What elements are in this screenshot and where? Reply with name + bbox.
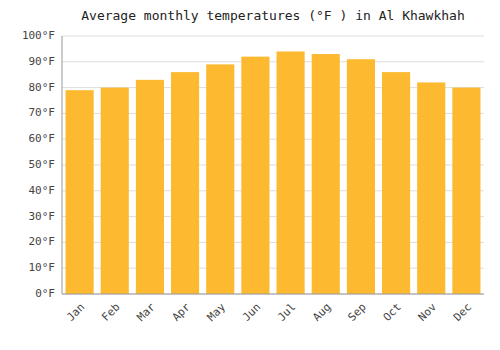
- x-tick-label: Aug: [310, 301, 333, 324]
- chart: 0°F 10°F 20°F 30°F 40°F 50°F 60°F 70°F 80°F 90°F 1…: [0, 0, 500, 350]
- y-tick-label: 80°F: [29, 81, 56, 94]
- bar: [277, 51, 305, 294]
- bar: [171, 72, 199, 294]
- x-tick-label: Jul: [275, 301, 298, 324]
- bar: [241, 57, 269, 294]
- y-tick-label: 90°F: [29, 55, 56, 68]
- grid-line: [62, 294, 484, 295]
- x-tick-label: Dec: [451, 301, 474, 324]
- x-tick-label: Apr: [170, 300, 194, 324]
- y-tick-label: 50°F: [29, 158, 56, 171]
- y-axis-labels: 0°F 10°F 20°F 30°F 40°F 50°F 60°F 70°F 80°F 90°F 1…: [22, 29, 55, 300]
- x-tick-label: Sep: [345, 301, 368, 324]
- y-tick-label: 0°F: [35, 287, 55, 300]
- x-tick-label: Nov: [416, 300, 440, 324]
- x-axis-labels: Jan Feb Mar Apr May Jun Jul Aug Sep Oct Nov Dec: [64, 300, 474, 324]
- y-tick-label: 60°F: [29, 132, 56, 145]
- bar: [101, 88, 129, 294]
- bar: [417, 82, 445, 294]
- x-tick-label: Jan: [64, 301, 87, 324]
- bars: [66, 51, 481, 294]
- x-tick-label: Oct: [381, 301, 404, 324]
- bar: [347, 59, 375, 294]
- y-tick-label: 40°F: [29, 184, 56, 197]
- bar: [452, 88, 480, 294]
- bar: [66, 90, 94, 294]
- x-tick-label: Mar: [134, 300, 158, 324]
- x-axis-line: [62, 294, 484, 295]
- grid-line: [62, 36, 484, 37]
- y-tick-label: 100°F: [22, 29, 55, 42]
- bar: [312, 54, 340, 294]
- y-tick-label: 10°F: [29, 261, 56, 274]
- x-tick-label: Feb: [99, 301, 122, 324]
- grid-line: [62, 61, 484, 62]
- bar: [206, 64, 234, 294]
- bar: [136, 80, 164, 294]
- x-tick-label: Jun: [240, 301, 263, 324]
- grid: [62, 36, 484, 294]
- y-tick-label: 20°F: [29, 235, 56, 248]
- y-tick-label: 30°F: [29, 210, 56, 223]
- title: Average monthly temperatures (°F ) in Al…: [81, 8, 465, 23]
- y-tick-label: 70°F: [29, 106, 56, 119]
- chart-container: 0°F 10°F 20°F 30°F 40°F 50°F 60°F 70°F 80°F 90°F 1…: [0, 0, 500, 350]
- x-tick-label: May: [205, 300, 229, 324]
- y-axis-line: [62, 36, 63, 294]
- bar: [382, 72, 410, 294]
